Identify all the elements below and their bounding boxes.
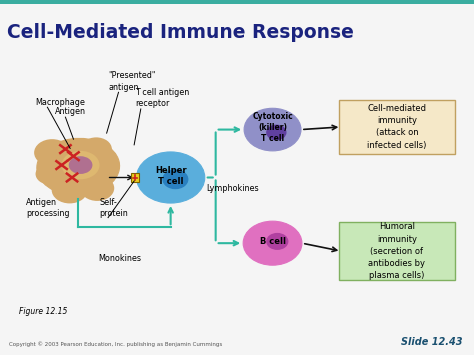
Text: Cytotoxic
(killer)
T cell: Cytotoxic (killer) T cell (252, 112, 293, 143)
Text: Copyright © 2003 Pearson Education, Inc. publishing as Benjamin Cummings: Copyright © 2003 Pearson Education, Inc.… (9, 342, 222, 347)
Circle shape (137, 152, 205, 203)
Text: Macrophage: Macrophage (36, 98, 85, 106)
Circle shape (163, 170, 188, 189)
Bar (0, 0, 474, 4)
Circle shape (69, 156, 92, 174)
Circle shape (34, 139, 70, 166)
Text: Antigen
processing: Antigen processing (26, 198, 70, 218)
Ellipse shape (37, 138, 119, 195)
Text: Cell-mediated
immunity
(attack on
infected cells): Cell-mediated immunity (attack on infect… (367, 104, 427, 150)
Text: B cell: B cell (260, 237, 285, 246)
Text: "Presented"
antigen: "Presented" antigen (108, 71, 155, 92)
Text: Humoral
immunity
(secretion of
antibodies by
plasma cells): Humoral immunity (secretion of antibodie… (368, 222, 426, 280)
FancyBboxPatch shape (339, 100, 455, 154)
Text: Antigen: Antigen (55, 108, 85, 116)
Text: T cell antigen
receptor: T cell antigen receptor (135, 88, 189, 108)
Circle shape (267, 125, 286, 140)
Circle shape (36, 163, 64, 185)
Circle shape (80, 175, 114, 201)
Circle shape (52, 176, 88, 203)
Circle shape (244, 108, 301, 151)
Text: Slide 12.43: Slide 12.43 (401, 337, 462, 347)
Circle shape (81, 137, 112, 161)
FancyBboxPatch shape (339, 222, 455, 280)
Circle shape (62, 151, 100, 179)
Text: Cell-Mediated Immune Response: Cell-Mediated Immune Response (7, 23, 354, 42)
Text: Self-
protein: Self- protein (100, 198, 128, 218)
Bar (131, 173, 139, 182)
Circle shape (267, 234, 288, 249)
Text: Figure 12.15: Figure 12.15 (19, 307, 67, 316)
Circle shape (243, 221, 302, 265)
Text: Helper
T cell: Helper T cell (155, 166, 186, 186)
Text: Monokines: Monokines (99, 255, 142, 263)
Text: Lymphokines: Lymphokines (206, 184, 259, 193)
